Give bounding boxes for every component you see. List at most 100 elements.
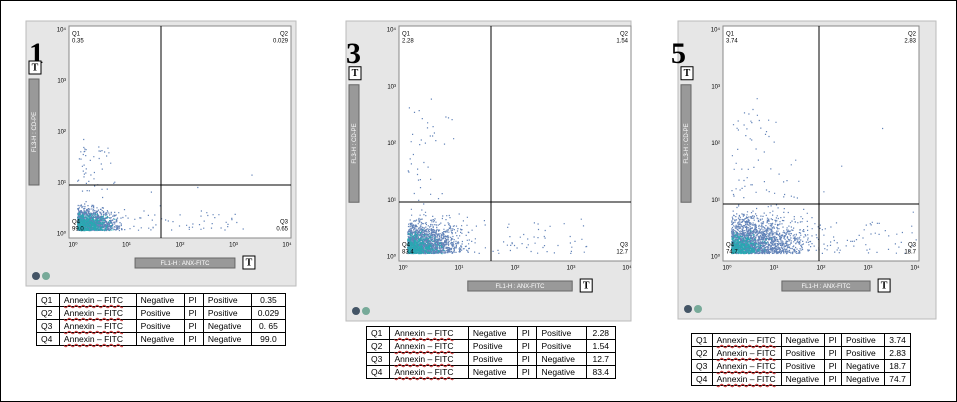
table-cell: 2.83 (884, 346, 911, 360)
quadrant-label: Q1 (402, 32, 411, 38)
table-cell: Negative (135, 293, 185, 307)
table-cell: PI (183, 293, 204, 307)
text-tool-button[interactable]: T (877, 278, 891, 293)
y-tick-label: 10² (57, 130, 66, 136)
table-cell: Annexin – FITC (389, 339, 469, 353)
table-cell: Annexin – FITC (58, 306, 137, 320)
y-axis-selector[interactable]: FL3-H : CD-PE (28, 78, 40, 186)
table-cell: PI (823, 346, 842, 360)
text-tool-button[interactable]: T (579, 278, 593, 293)
quadrant-label: Q1 (726, 32, 735, 38)
table-cell: 2.28 (585, 326, 617, 340)
table-cell: PI (823, 333, 842, 347)
y-tick-label: 10⁰ (387, 254, 397, 261)
text-tool-button[interactable]: T (242, 255, 256, 270)
table-row: Q4 Annexin – FITC Negative PI Negative 99.0 (36, 332, 287, 346)
table-cell: Annexin – FITC (58, 293, 137, 307)
y-tick-label: 10² (387, 141, 396, 147)
event-cloud (77, 138, 253, 232)
table-cell: PI (516, 352, 538, 366)
quadrant-label: Q1 (72, 32, 81, 38)
table-cell: Negative (202, 332, 252, 346)
table-cell: Positive (135, 319, 185, 333)
y-tick-label: 10⁴ (711, 27, 721, 34)
table-cell: Negative (536, 365, 587, 379)
table-cell: Positive (467, 352, 518, 366)
y-axis-label: FL3-H : CD-PE (352, 123, 358, 163)
x-tick-label: 10⁴ (910, 265, 920, 272)
tool-icon (352, 307, 360, 315)
table-cell: PI (516, 326, 538, 340)
quadrant-value: 12.7 (616, 250, 628, 256)
table-cell: Annexin – FITC (389, 326, 469, 340)
y-tick-label: 10⁰ (711, 254, 721, 261)
table-cell: Q2 (691, 346, 713, 360)
table-cell: Positive (840, 346, 886, 360)
quadrant-value: 2.83 (904, 39, 916, 45)
table-row: Q4 Annexin – FITC Negative PI Negative 83.4 (365, 365, 617, 379)
x-tick-label: 10⁴ (622, 265, 632, 272)
quadrant-value: 83.4 (402, 250, 414, 256)
table-cell: PI (516, 365, 538, 379)
x-axis-selector[interactable]: FL1-H : ANX-FITC (781, 280, 871, 292)
quadrant-label: Q3 (908, 243, 917, 249)
table-row: Q3 Annexin – FITC Positive PI Negative 18.7 (691, 359, 911, 373)
quadrant-value: 2.28 (402, 39, 414, 45)
table-cell: Negative (467, 326, 518, 340)
x-axis-selector[interactable]: FL1-H : ANX-FITC (134, 257, 236, 269)
plot-area (398, 25, 632, 262)
x-tick-label: 10² (817, 266, 826, 272)
table-cell: Q4 (691, 372, 713, 386)
quadrant-label: Q4 (402, 243, 411, 249)
y-tick-label: 10³ (387, 84, 396, 90)
x-tick-label: 10¹ (770, 266, 779, 272)
x-axis-label: FL1-H : ANX-FITC (160, 261, 210, 267)
table-cell: Positive (135, 306, 185, 320)
x-tick-label: 10⁰ (398, 265, 408, 272)
table-cell: Negative (780, 372, 825, 386)
event-core (407, 229, 445, 255)
table-cell: Annexin – FITC (711, 372, 782, 386)
table-cell: Q4 (365, 365, 391, 379)
tool-icon (32, 272, 40, 280)
quadrant-label: Q2 (620, 32, 629, 38)
button-label: T (881, 280, 888, 291)
text-tool-button[interactable]: T (28, 60, 42, 75)
text-tool-button[interactable]: T (680, 66, 694, 81)
x-axis-box (467, 280, 573, 292)
y-axis-selector[interactable]: FL3-H : CD-PE (680, 84, 692, 203)
x-axis-selector[interactable]: FL1-H : ANX-FITC (467, 280, 573, 292)
table-cell: Q3 (691, 359, 713, 373)
table-cell: Annexin – FITC (711, 359, 782, 373)
table-row: Q2 Annexin – FITC Positive PI Positive 2.83 (691, 346, 911, 360)
plot-area (722, 25, 920, 262)
event-core (731, 230, 772, 255)
table-cell: PI (183, 306, 204, 320)
x-tick-label: 10³ (229, 243, 238, 249)
table-cell: PI (183, 332, 204, 346)
quadrant-value: 99.0 (72, 227, 84, 233)
table-cell: Annexin – FITC (389, 352, 469, 366)
button-box (877, 278, 891, 293)
table-cell: PI (823, 372, 842, 386)
table-cell: Negative (135, 332, 185, 346)
x-tick-label: 10² (176, 243, 185, 249)
x-tick-label: 10⁰ (722, 265, 732, 272)
table-row: Q1 Annexin – FITC Negative PI Positive 0.35 (36, 293, 287, 307)
table-cell: 99.0 (250, 332, 287, 346)
y-axis-label: FL3-H : CD-PE (684, 123, 690, 163)
table-cell: Q4 (36, 332, 60, 346)
text-tool-button[interactable]: T (348, 66, 362, 81)
y-axis-selector[interactable]: FL3-H : CD-PE (348, 84, 360, 203)
table-cell: Q1 (365, 326, 391, 340)
table-cell: Q1 (36, 293, 60, 307)
table-row: Q2 Annexin – FITC Positive PI Positive 1.54 (365, 339, 617, 353)
y-tick-label: 10⁴ (387, 27, 397, 34)
table-cell: Q2 (365, 339, 391, 353)
table-cell: 12.7 (585, 352, 617, 366)
button-label: T (352, 68, 359, 79)
table-cell: 1.54 (585, 339, 617, 353)
x-tick-label: 10⁰ (68, 242, 78, 249)
event-core (77, 211, 116, 232)
